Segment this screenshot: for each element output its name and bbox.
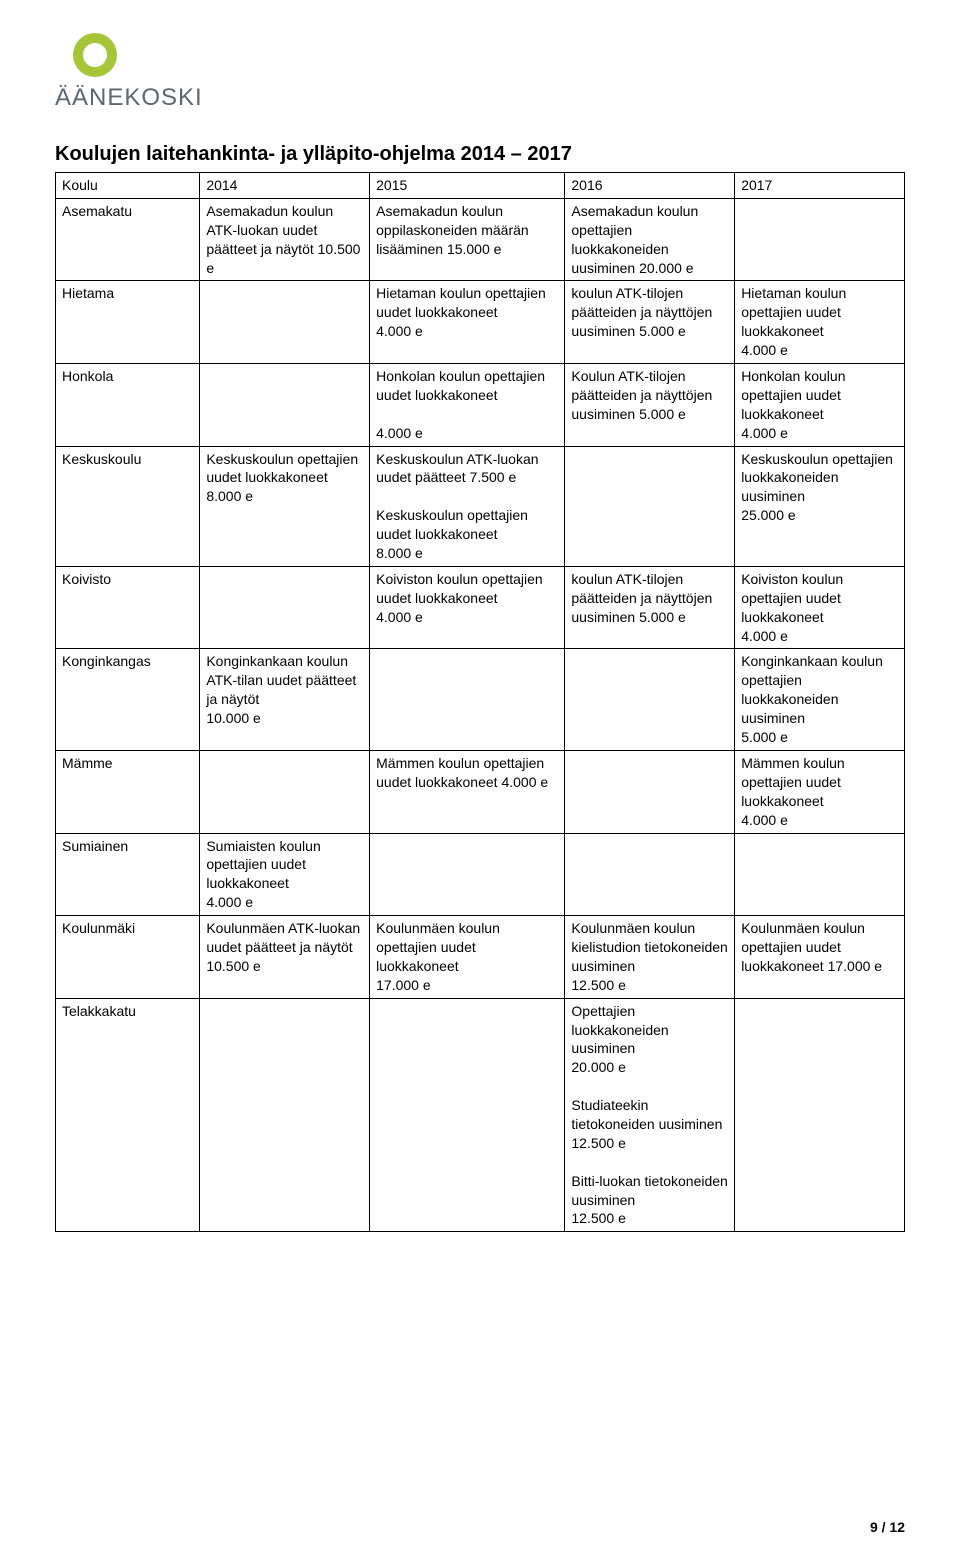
table-cell: Konginkankaan koulun opettajien luokkako… [735,649,905,750]
table-cell [200,750,370,833]
table-cell: Sumiaisten koulun opettajien uudet luokk… [200,833,370,916]
table-cell [735,833,905,916]
table-cell [565,833,735,916]
table-cell [370,998,565,1232]
table-cell: Telakkakatu [56,998,200,1232]
col-header: 2015 [370,173,565,199]
table-cell: Koulunmäen koulun kielistudion tietokone… [565,916,735,999]
table-cell: Mämmen koulun opettajien uudet luokkakon… [735,750,905,833]
col-header: 2014 [200,173,370,199]
table-cell [565,649,735,750]
table-cell: Asemakadun koulun opettajien luokkakonei… [565,198,735,281]
table-cell [370,833,565,916]
table-cell: Koulunmäen ATK-luokan uudet päätteet ja … [200,916,370,999]
logo-text: ÄÄNEKOSKI [55,84,203,111]
table-cell [735,198,905,281]
table-cell [370,649,565,750]
table-row: Honkola Honkolan koulun opettajien uudet … [56,364,905,447]
table-cell: Hietaman koulun opettajien uudet luokkak… [370,281,565,364]
table-cell: Koivisto [56,566,200,649]
table-cell: Hietaman koulun opettajien uudet luokkak… [735,281,905,364]
table-header-row: Koulu 2014 2015 2016 2017 [56,173,905,199]
page: ÄÄNEKOSKI Koulujen laitehankinta- ja yll… [0,0,960,1565]
table-cell: Koiviston koulun opettajien uudet luokka… [370,566,565,649]
table-cell [735,998,905,1232]
table-cell: Mämmen koulun opettajien uudet luokkakon… [370,750,565,833]
table-cell [200,364,370,447]
table-cell: Konginkangas [56,649,200,750]
table-cell: Asemakadun koulun oppilaskoneiden määrän… [370,198,565,281]
table-row: Telakkakatu Opettajien luokkakoneiden uus… [56,998,905,1232]
table-row: KeskuskouluKeskuskoulun opettajien uudet… [56,446,905,566]
page-number: 9 / 12 [870,1519,905,1535]
table-cell [200,998,370,1232]
col-header: 2017 [735,173,905,199]
table-cell: Asemakadun koulun ATK-luokan uudet päätt… [200,198,370,281]
logo-svg: ÄÄNEKOSKI [55,25,315,115]
table-cell: Konginkankaan koulun ATK-tilan uudet pää… [200,649,370,750]
table-row: SumiainenSumiaisten koulun opettajien uu… [56,833,905,916]
table-cell: Keskuskoulun opettajien luokkakoneiden u… [735,446,905,566]
table-cell: Hietama [56,281,200,364]
table-cell: Opettajien luokkakoneiden uusiminen 20.0… [565,998,735,1232]
table-cell: Koulunmäki [56,916,200,999]
table-cell: Honkolan koulun opettajien uudet luokkak… [735,364,905,447]
table-cell [565,750,735,833]
table-cell [200,281,370,364]
table-cell: koulun ATK-tilojen päätteiden ja näyttöj… [565,566,735,649]
table-cell [565,446,735,566]
col-header: 2016 [565,173,735,199]
table-row: Mämme Mämmen koulun opettajien uudet luok… [56,750,905,833]
table-cell: Keskuskoulu [56,446,200,566]
table-cell: Mämme [56,750,200,833]
col-header: Koulu [56,173,200,199]
table-cell: Honkola [56,364,200,447]
table-cell: Koiviston koulun opettajien uudet luokka… [735,566,905,649]
table-cell [200,566,370,649]
table-row: Hietama Hietaman koulun opettajien uudet … [56,281,905,364]
table-cell: Honkolan koulun opettajien uudet luokkak… [370,364,565,447]
page-title: Koulujen laitehankinta- ja ylläpito-ohje… [55,143,905,166]
table-cell: Asemakatu [56,198,200,281]
table-cell: Koulunmäen koulun opettajien uudet luokk… [735,916,905,999]
table-cell: koulun ATK-tilojen päätteiden ja näyttöj… [565,281,735,364]
table-cell: Koulun ATK-tilojen päätteiden ja näyttöj… [565,364,735,447]
table-cell: Keskuskoulun ATK-luokan uudet päätteet 7… [370,446,565,566]
table-row: AsemakatuAsemakadun koulun ATK-luokan uu… [56,198,905,281]
table-row: KonginkangasKonginkankaan koulun ATK-til… [56,649,905,750]
table-cell: Keskuskoulun opettajien uudet luokkakone… [200,446,370,566]
data-table: Koulu 2014 2015 2016 2017 AsemakatuAsema… [55,172,905,1232]
logo: ÄÄNEKOSKI [55,25,905,115]
table-row: KoulunmäkiKoulunmäen ATK-luokan uudet pä… [56,916,905,999]
table-cell: Sumiainen [56,833,200,916]
table-row: Koivisto Koiviston koulun opettajien uude… [56,566,905,649]
table-cell: Koulunmäen koulun opettajien uudet luokk… [370,916,565,999]
